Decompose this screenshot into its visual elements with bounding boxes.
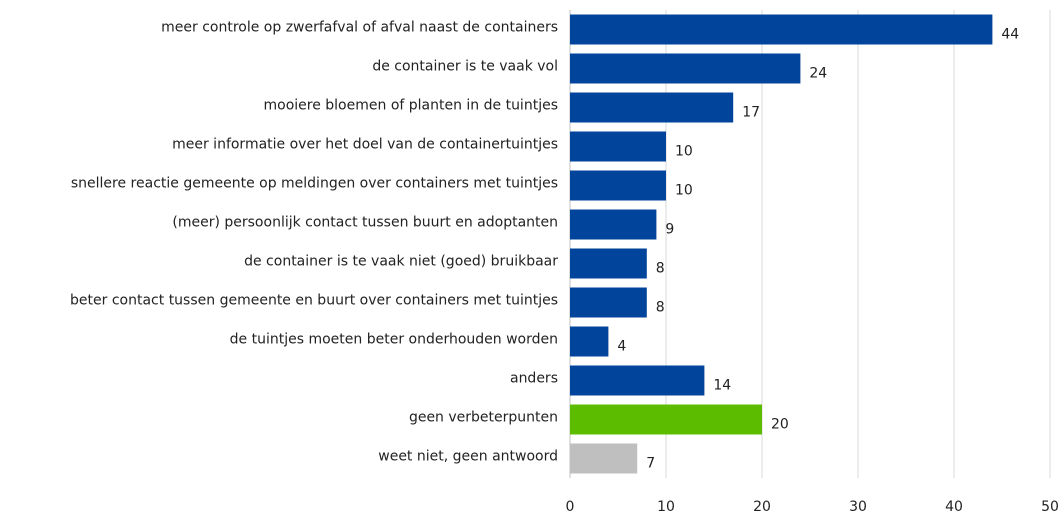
x-tick-label: 30 [849, 499, 867, 515]
x-tick-label: 40 [945, 499, 963, 515]
value-label: 4 [617, 339, 626, 355]
bar [570, 443, 638, 474]
bar [570, 92, 734, 123]
y-tick-label: de tuintjes moeten beter onderhouden wor… [230, 332, 558, 348]
bar [570, 248, 647, 279]
x-tick-label: 50 [1041, 499, 1059, 515]
value-label: 9 [665, 222, 674, 238]
y-tick-label: de container is te vaak niet (goed) brui… [244, 254, 558, 270]
y-tick-label: meer informatie over het doel van de con… [172, 137, 558, 153]
bar [570, 53, 801, 84]
value-label: 44 [1001, 27, 1019, 43]
x-tick-label: 0 [566, 499, 575, 515]
bar [570, 209, 657, 240]
bar [570, 404, 762, 435]
y-tick-label: (meer) persoonlijk contact tussen buurt … [172, 215, 558, 231]
value-label: 8 [656, 300, 665, 316]
bar [570, 287, 647, 318]
y-tick-label: geen verbeterpunten [409, 410, 558, 426]
bar [570, 326, 609, 357]
x-tick-label: 10 [657, 499, 675, 515]
value-label: 24 [809, 66, 827, 82]
y-tick-label: beter contact tussen gemeente en buurt o… [70, 293, 558, 309]
y-tick-label: mooiere bloemen of planten in de tuintje… [264, 98, 559, 114]
value-label: 14 [713, 378, 731, 394]
y-tick-label: meer controle op zwerfafval of afval naa… [161, 20, 558, 36]
value-label: 8 [656, 261, 665, 277]
value-label: 10 [675, 183, 693, 199]
y-tick-label: snellere reactie gemeente op meldingen o… [71, 176, 558, 192]
y-tick-label: de container is te vaak vol [372, 59, 558, 75]
value-label: 7 [646, 456, 655, 472]
value-label: 10 [675, 144, 693, 160]
y-tick-label: anders [510, 371, 558, 387]
y-tick-label: weet niet, geen antwoord [378, 449, 558, 465]
value-label: 17 [742, 105, 760, 121]
bar [570, 365, 705, 396]
value-label: 20 [771, 417, 789, 433]
bar [570, 131, 666, 162]
x-tick-label: 20 [753, 499, 771, 515]
bar [570, 14, 993, 45]
bar [570, 170, 666, 201]
